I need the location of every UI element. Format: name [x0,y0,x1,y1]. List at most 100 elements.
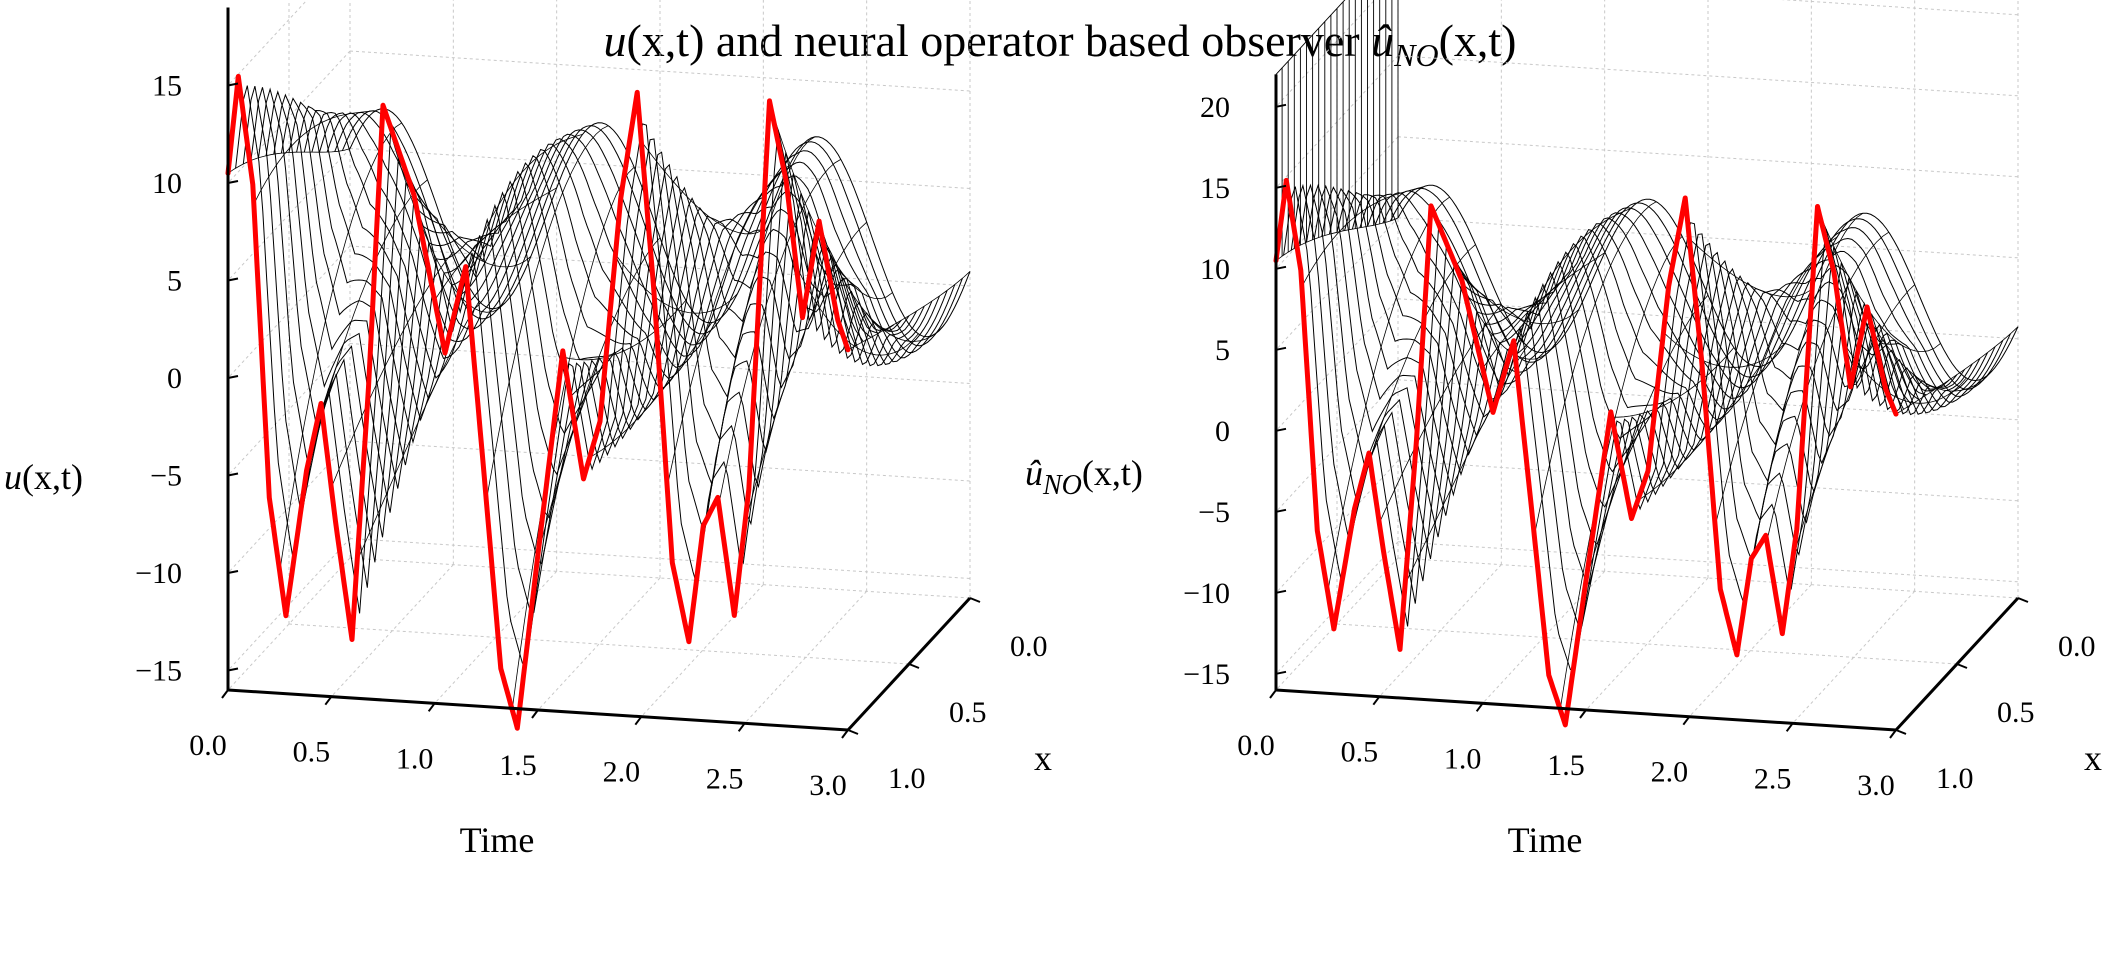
x-tick-mark [847,729,859,735]
grid-line [1397,557,2019,599]
z-tick-mark [227,472,239,477]
mesh-line [265,90,887,513]
time-tick-mark [1785,722,1794,732]
title-lead-args: (x,t) [626,15,704,66]
tick-labels: 0.0 0.5 1.0 1.5 2.0 2.5 3.0 0.0 0.5 1.0 20 15 10 5 0 −5… [1183,91,2095,802]
surface-plot-observer-estimate: 0.0 0.5 1.0 1.5 2.0 2.5 3.0 0.0 0.5 1.0 20 15 10 5 0 −5… [1025,0,2102,860]
surface-mesh [1275,183,2019,718]
mesh-line [250,87,872,565]
title-middle: and neural operator based observer [704,15,1371,66]
z-tick-label: −5 [1198,496,1230,529]
mesh-line [511,166,635,710]
title-hat-sub: NO [1393,37,1438,73]
mesh-line [1456,268,1580,325]
pane-grid [227,0,971,731]
grid-line [1397,541,2019,583]
time-tick-mark [634,716,643,726]
z-tick-label: 5 [167,265,182,298]
mesh-line [821,237,945,342]
mesh-line [485,125,609,501]
mesh-line [1792,284,1915,560]
time-tick-label: 0.5 [293,736,331,769]
time-tick-mark [1372,696,1381,706]
mesh-line [1533,201,1657,536]
mesh-line [795,265,919,356]
boundary-curve [1273,177,1899,728]
mesh-line [1559,236,1683,710]
pane-grid [1275,0,2019,731]
grid-line [537,577,661,711]
grid-line [349,50,971,92]
mesh-line [666,165,790,487]
axes [1274,74,2020,732]
mesh-line [1637,366,1761,502]
mesh-line [1327,196,1450,593]
x-tick-label: 0.5 [1997,696,2035,729]
x-tick-mark [969,597,981,603]
boundary-curve [225,73,851,731]
z-tick-mark [1275,589,1287,594]
mesh-line [692,136,816,609]
boundary-curve-line [225,73,851,731]
z-axis-symbol: u [4,457,22,497]
z-tick-label: 20 [1200,91,1230,124]
grid-line [227,0,308,86]
z-tick-label: 15 [152,70,182,103]
z-tick-mark [1275,346,1287,351]
z-tick-mark [1275,508,1287,513]
time-tick-mark [427,702,436,712]
x-axis-label: x [1034,738,1052,778]
mesh-line [1482,252,1605,369]
mesh-line [434,187,557,301]
time-tick-mark [1269,689,1277,699]
time-tick-label: 2.5 [1754,762,1792,795]
mesh-line [1818,210,1941,353]
time-tick-mark [1889,729,1897,739]
grid-line [1780,0,2019,16]
title-lead: u [603,15,626,66]
time-tick-label: 1.5 [1547,749,1585,782]
mesh-line [1611,347,1735,418]
time-tick-mark [1579,709,1587,719]
mesh-line [1740,212,1864,628]
x-tick-label: 1.0 [888,762,926,795]
z-tick-mark [1275,427,1287,432]
z-tick-label: 0 [1215,415,1230,448]
z-axis-args: (x,t) [1082,453,1143,493]
mesh-line [1766,231,1890,542]
grid-line [288,623,910,665]
mesh-line [1869,320,1993,392]
spike-line [1275,0,1346,75]
mesh-line [1585,294,1709,581]
x-tick-mark [908,663,920,669]
title-hat-symbol: û [1371,15,1394,66]
time-tick-label: 2.5 [706,762,744,795]
time-tick-mark [531,709,539,719]
z-tick-mark [227,277,239,282]
z-tick-label: 15 [1200,172,1230,205]
grid-line [1397,55,2019,97]
x-tick-label: 0.0 [1010,630,1048,663]
time-tick-label: 0.5 [1341,736,1379,769]
mesh-line [847,271,971,351]
time-tick-label: 1.0 [396,742,434,775]
z-tick-label: −5 [150,460,182,493]
z-axis-args: (x,t) [22,457,83,497]
time-tick-mark [221,689,229,699]
z-tick-mark [227,375,239,379]
surface-plot-true-state: 0.0 0.5 1.0 1.5 2.0 2.5 3.0 0.0 0.5 1.0 15 10 5 0 −5 −1… [4,0,1052,860]
mesh-line [640,141,764,235]
mesh-line [279,122,402,572]
mesh-line [1689,238,1812,298]
z-axis-label: u(x,t) [4,457,83,497]
time-tick-label: 2.0 [1651,756,1689,789]
mesh-line [1378,304,1502,524]
grid-line [1397,136,2019,178]
z-tick-mark [227,180,239,184]
z-tick-label: 5 [1215,334,1230,367]
z-axis-sub: NO [1042,470,1082,501]
time-tick-label: 3.0 [809,769,847,802]
z-tick-mark [227,667,239,672]
mesh-line [305,179,428,479]
